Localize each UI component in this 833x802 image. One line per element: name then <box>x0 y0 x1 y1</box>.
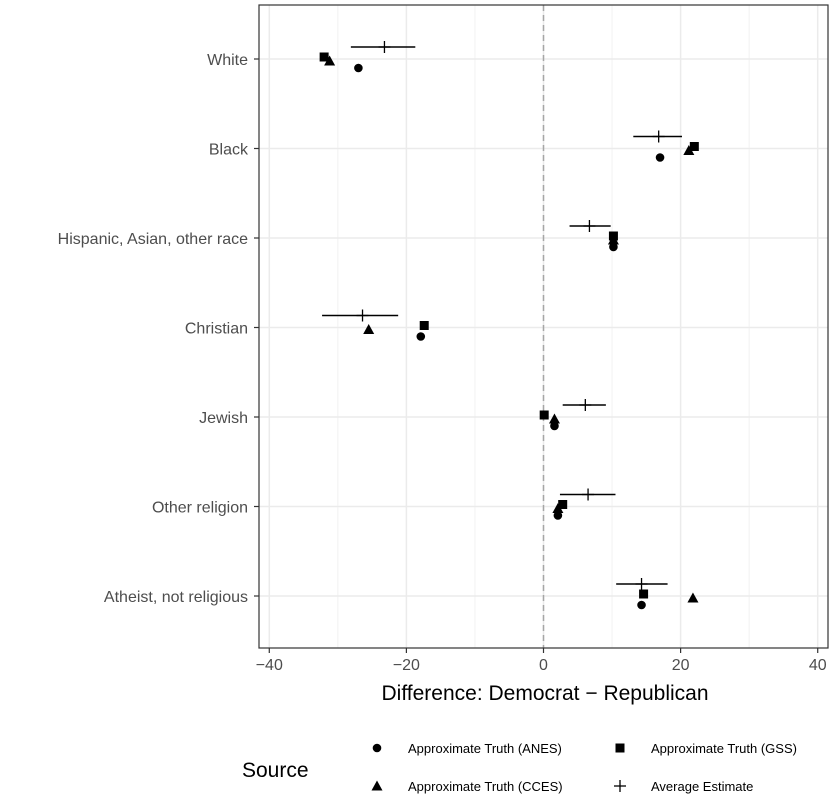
y-tick-label: Atheist, not religious <box>104 589 248 606</box>
point-triangle <box>548 413 560 424</box>
point-circle <box>637 600 646 610</box>
point-circle <box>550 421 559 431</box>
y-tick-label: Jewish <box>199 410 248 427</box>
legend: Source Approximate Truth (ANES) Approxima… <box>242 741 797 794</box>
point-triangle <box>607 234 619 245</box>
point-triangle <box>363 324 375 334</box>
y-tick-label: Christian <box>185 321 248 338</box>
point-square <box>558 500 568 509</box>
y-tick-label: White <box>207 52 248 69</box>
x-tick-label: 0 <box>539 657 548 674</box>
point-square <box>539 410 549 420</box>
plot-panel <box>258 4 829 649</box>
point-plus <box>583 220 596 232</box>
point-plus <box>635 578 648 590</box>
legend-key-plus <box>614 780 626 792</box>
point-triangle <box>687 592 699 603</box>
point-plus <box>652 130 665 143</box>
legend-label: Approximate Truth (CCES) <box>408 779 563 794</box>
point-circle <box>655 153 665 162</box>
point-circle <box>354 63 363 73</box>
x-tick-label: −40 <box>256 657 283 674</box>
legend-label: Approximate Truth (ANES) <box>408 741 562 756</box>
x-tick-label: 20 <box>672 657 690 674</box>
point-circle <box>553 511 563 520</box>
legend-label: Average Estimate <box>651 779 753 794</box>
point-square <box>419 321 429 330</box>
y-tick-label: Black <box>209 142 249 159</box>
legend-key-triangle <box>371 780 383 791</box>
legend-label: Approximate Truth (GSS) <box>651 741 797 756</box>
point-square <box>689 142 699 151</box>
point-circle <box>609 242 618 252</box>
legend-key-circle <box>372 743 382 753</box>
point-triangle <box>683 145 695 155</box>
data-marks <box>319 41 699 610</box>
point-plus <box>378 41 391 53</box>
legend-key-square <box>615 743 625 753</box>
point-square <box>639 589 649 599</box>
point-circle <box>416 332 426 341</box>
point-square <box>319 52 329 62</box>
point-plus <box>579 399 592 411</box>
legend-title: Source <box>242 759 309 782</box>
y-tick-label: Other religion <box>152 500 248 517</box>
point-triangle <box>324 55 336 66</box>
x-axis-title: Difference: Democrat − Republican <box>381 682 708 705</box>
point-triangle <box>552 503 564 513</box>
point-plus <box>356 309 369 322</box>
point-plus <box>582 488 595 501</box>
x-tick-label: −20 <box>393 657 420 674</box>
x-tick-label: 40 <box>809 657 827 674</box>
axis-labels: White Black Hispanic, Asian, other race Chr… <box>58 52 827 674</box>
y-tick-label: Hispanic, Asian, other race <box>58 231 248 248</box>
